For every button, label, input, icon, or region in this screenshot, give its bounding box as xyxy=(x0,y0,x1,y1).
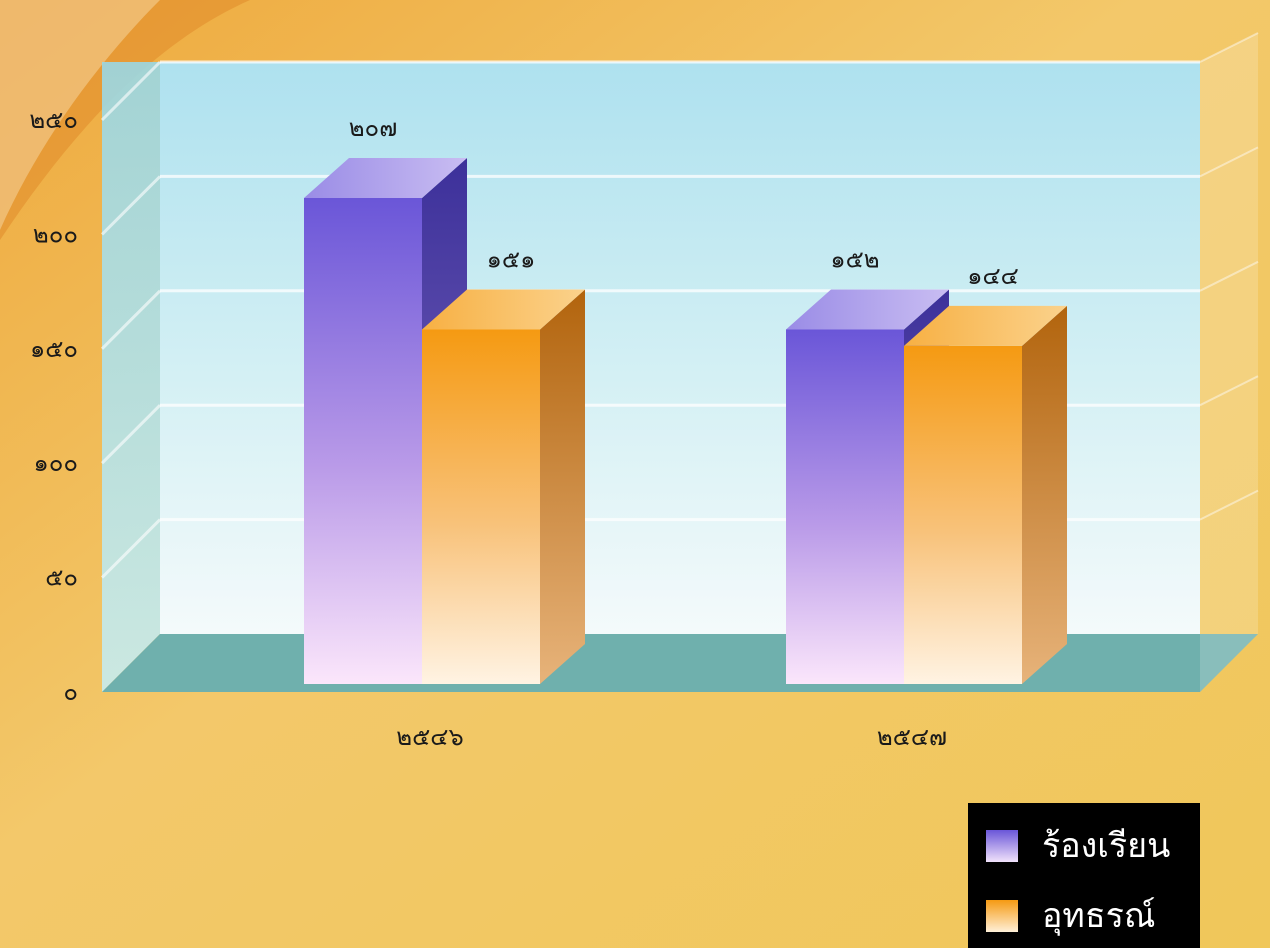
decor-swoosh-light xyxy=(0,0,160,230)
data-label-appeal-1: ๑๔๔ xyxy=(967,262,1019,290)
bar-top xyxy=(304,157,467,198)
bar-front xyxy=(786,329,904,684)
gridline-side xyxy=(100,289,162,350)
y-tick-label: ๑๐๐ xyxy=(33,449,78,477)
bar-appeal-1 xyxy=(904,305,1067,684)
gridline-right xyxy=(1199,146,1259,178)
bar-top xyxy=(904,305,1067,346)
gridline-right xyxy=(1199,375,1259,407)
x-tick-label: ๒๕๔๗ xyxy=(877,723,947,751)
legend: ร้องเรียน อุทธรณ์ xyxy=(968,803,1200,948)
legend-label-appeal: อุทธรณ์ xyxy=(1042,896,1156,936)
bar-appeal-0 xyxy=(422,289,585,684)
bar-top xyxy=(422,289,585,330)
floor xyxy=(102,634,1258,692)
data-label-appeal-0: ๑๕๑ xyxy=(487,245,536,273)
y-tick-label: ๒๕๐ xyxy=(29,106,78,134)
gridline-right xyxy=(1199,32,1259,63)
x-axis-ticks: ๒๕๔๖ ๒๕๔๗ xyxy=(396,723,947,751)
gridline-side xyxy=(100,60,162,122)
y-tick-label: ๑๕๐ xyxy=(30,335,78,363)
y-tick-label: ๒๐๐ xyxy=(33,220,78,248)
y-axis-ticks: ๐ ๕๐ ๑๐๐ ๑๕๐ ๒๐๐ ๒๕๐ xyxy=(29,106,78,706)
bar-side xyxy=(1022,305,1067,684)
bar-front xyxy=(904,345,1022,684)
gridline-right xyxy=(1199,260,1259,292)
bar-side xyxy=(540,289,585,684)
legend-swatch-complaint xyxy=(986,830,1018,862)
y-tick-label: ๕๐ xyxy=(45,564,78,592)
gridline-side xyxy=(100,404,162,465)
gridline-side xyxy=(100,518,162,579)
y-tick-label: ๐ xyxy=(63,678,78,706)
legend-label-complaint: ร้องเรียน xyxy=(1042,826,1171,866)
bar-front xyxy=(422,329,540,684)
legend-item-appeal: อุทธรณ์ xyxy=(986,891,1155,941)
data-label-complaint-0: ๒๐๗ xyxy=(349,114,398,142)
bar-top xyxy=(786,289,949,330)
x-tick-label: ๒๕๔๖ xyxy=(396,723,463,751)
data-label-complaint-1: ๑๕๒ xyxy=(830,245,879,273)
gridline-right xyxy=(1199,489,1259,521)
right-panel xyxy=(1200,33,1258,692)
side-wall xyxy=(102,62,160,692)
legend-item-complaint: ร้องเรียน xyxy=(986,821,1170,871)
bars xyxy=(304,157,1067,685)
bar-front xyxy=(304,197,422,685)
legend-swatch-appeal xyxy=(986,900,1018,932)
gridline-side xyxy=(100,175,162,236)
